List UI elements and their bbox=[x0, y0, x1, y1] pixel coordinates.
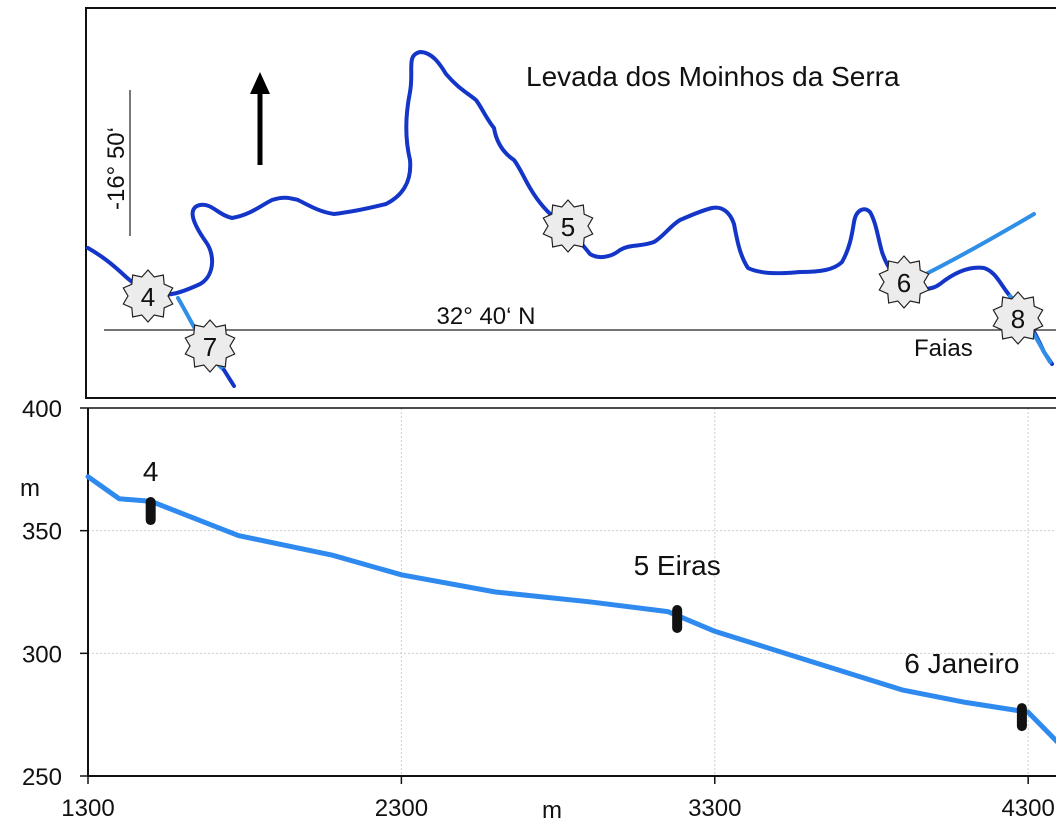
waypoint-6-label: 6 bbox=[897, 268, 911, 298]
waypoint-7-label: 7 bbox=[203, 332, 217, 362]
y-tick-label: 400 bbox=[22, 396, 62, 423]
x-tick-label: 4300 bbox=[1001, 795, 1054, 822]
waypoint-tick-marker bbox=[145, 497, 156, 526]
plot-area bbox=[88, 408, 1056, 774]
waypoint-markers: 4 5 Eiras 6 Janeiro bbox=[143, 456, 1027, 732]
y-tick-label: 250 bbox=[22, 764, 62, 791]
place-label-faias: Faias bbox=[914, 335, 973, 362]
waypoint-8-marker: 8 bbox=[992, 291, 1044, 345]
x-tick-label: 1300 bbox=[61, 795, 114, 822]
waypoint-5-label: 5 bbox=[561, 212, 575, 242]
waypoint-profile-label: 6 Janeiro bbox=[904, 648, 1019, 679]
waypoint-7-marker: 7 bbox=[184, 319, 236, 373]
latitude-label: 32° 40‘ N bbox=[437, 303, 536, 330]
y-unit-label: m bbox=[20, 475, 40, 502]
longitude-label: -16° 50‘ bbox=[103, 127, 130, 210]
waypoint-tick-marker bbox=[1016, 703, 1027, 732]
waypoint-profile-label: 4 bbox=[143, 456, 159, 487]
elevation-series-line bbox=[85, 474, 1056, 745]
y-tick-label: 300 bbox=[22, 641, 62, 668]
x-tick-label: 3300 bbox=[688, 795, 741, 822]
waypoint-4-label: 4 bbox=[141, 282, 155, 312]
north-arrow-icon bbox=[250, 72, 270, 165]
y-tick-label: 350 bbox=[22, 519, 62, 546]
waypoint-5-marker: 5 bbox=[542, 199, 594, 253]
elevation-profile: 1300 2300 3300 4300 250 300 350 400 4 5 Eiras 6 J… bbox=[20, 396, 1056, 824]
x-unit-label: m bbox=[542, 797, 562, 824]
x-tick-label: 2300 bbox=[375, 795, 428, 822]
route-map: 4 5 6 7 8 Levada dos Moinhos da Serra 32… bbox=[85, 7, 1056, 399]
waypoint-8-label: 8 bbox=[1011, 304, 1025, 334]
axis-ticks: 1300 2300 3300 4300 250 300 350 400 bbox=[22, 396, 1055, 822]
waypoint-profile-label: 5 Eiras bbox=[634, 550, 721, 581]
waypoint-6-marker: 6 bbox=[878, 255, 930, 309]
map-title: Levada dos Moinhos da Serra bbox=[526, 61, 900, 92]
side-path-7-end bbox=[222, 368, 236, 388]
levada-route bbox=[86, 50, 1054, 366]
waypoint-4-marker: 4 bbox=[122, 269, 174, 323]
waypoint-tick-marker bbox=[672, 604, 683, 633]
side-path-6-branch bbox=[916, 212, 1036, 280]
